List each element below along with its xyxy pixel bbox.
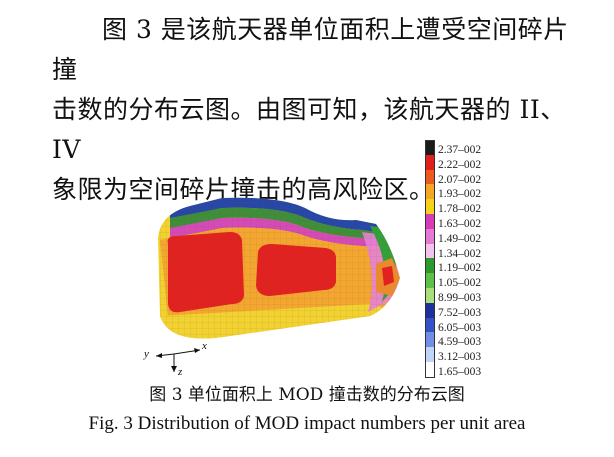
legend-swatch — [425, 243, 435, 259]
legend-swatch — [425, 347, 435, 362]
legend-swatch — [425, 362, 435, 378]
legend-swatch — [425, 302, 435, 318]
legend-swatch — [425, 199, 435, 214]
legend-swatch — [425, 332, 435, 348]
legend-label: 2.22–002 — [438, 158, 482, 171]
legend-label: 2.37–002 — [438, 144, 482, 156]
paragraph-line-2: 击数的分布云图。由图可知，该航天器的 II、IV — [52, 95, 566, 164]
legend-entry: 6.05–003 — [425, 317, 535, 334]
spacecraft-contour-plot — [158, 197, 400, 339]
legend-entry: 4.59–003 — [425, 332, 535, 349]
legend-entry: 2.07–002 — [425, 169, 535, 186]
legend-label: 1.19–002 — [438, 262, 482, 275]
figure-caption-en: Fig. 3 Distribution of MOD impact number… — [88, 413, 526, 434]
legend-label: 8.99–003 — [438, 292, 482, 304]
legend-entry: 1.49–002 — [425, 228, 535, 245]
axis-y-label: y — [144, 348, 149, 360]
legend-label: 7.52–003 — [438, 306, 482, 319]
legend-swatch — [425, 184, 435, 200]
legend-label: 1.05–002 — [438, 277, 482, 290]
legend-entry: 1.34–002 — [425, 243, 535, 260]
spacecraft-body — [158, 197, 400, 339]
legend-entry: 2.22–002 — [425, 154, 535, 171]
legend-entry: 1.19–002 — [425, 258, 535, 275]
legend-entry: 1.65–003 — [425, 362, 535, 378]
color-legend: 2.37–002 2.22–002 2.07–002 1.93–002 1.78–002… — [425, 140, 535, 378]
axis-z-label: z — [178, 366, 183, 378]
legend-swatch — [425, 154, 435, 170]
axes-triad-icon — [155, 348, 201, 372]
legend-swatch — [425, 140, 435, 156]
axis-x-label: x — [202, 340, 207, 352]
legend-label: 3.12–003 — [438, 351, 482, 364]
legend-entry: 2.37–002 — [425, 140, 535, 156]
legend-entry: 3.12–003 — [425, 347, 535, 364]
legend-entry: 1.05–002 — [425, 273, 535, 290]
legend-swatch — [425, 258, 435, 274]
legend-entry: 7.52–003 — [425, 302, 535, 319]
figure-caption-cn: 图 3 单位面积上 MOD 撞击数的分布云图 — [149, 385, 465, 405]
legend-label: 1.93–002 — [438, 188, 482, 201]
legend-entry: 1.78–002 — [425, 199, 535, 216]
legend-label: 1.34–002 — [438, 247, 482, 260]
legend-swatch — [425, 273, 435, 288]
legend-label: 1.49–002 — [438, 232, 482, 245]
legend-swatch — [425, 288, 435, 303]
legend-label: 2.07–002 — [438, 173, 482, 186]
legend-label: 1.78–002 — [438, 203, 482, 216]
legend-swatch — [425, 169, 435, 185]
paragraph-line-1: 图 3 是该航天器单位面积上遭受空间碎片撞 — [52, 15, 569, 84]
legend-label: 1.63–002 — [438, 218, 482, 230]
legend-label: 1.65–003 — [438, 366, 482, 378]
legend-entry: 1.63–002 — [425, 214, 535, 230]
legend-entry: 8.99–003 — [425, 288, 535, 304]
legend-swatch — [425, 214, 435, 229]
legend-entry: 1.93–002 — [425, 184, 535, 201]
legend-label: 4.59–003 — [438, 336, 482, 349]
legend-swatch — [425, 228, 435, 244]
coordinate-axes: x y z — [140, 336, 220, 380]
legend-swatch — [425, 317, 435, 333]
legend-label: 6.05–003 — [438, 321, 482, 334]
